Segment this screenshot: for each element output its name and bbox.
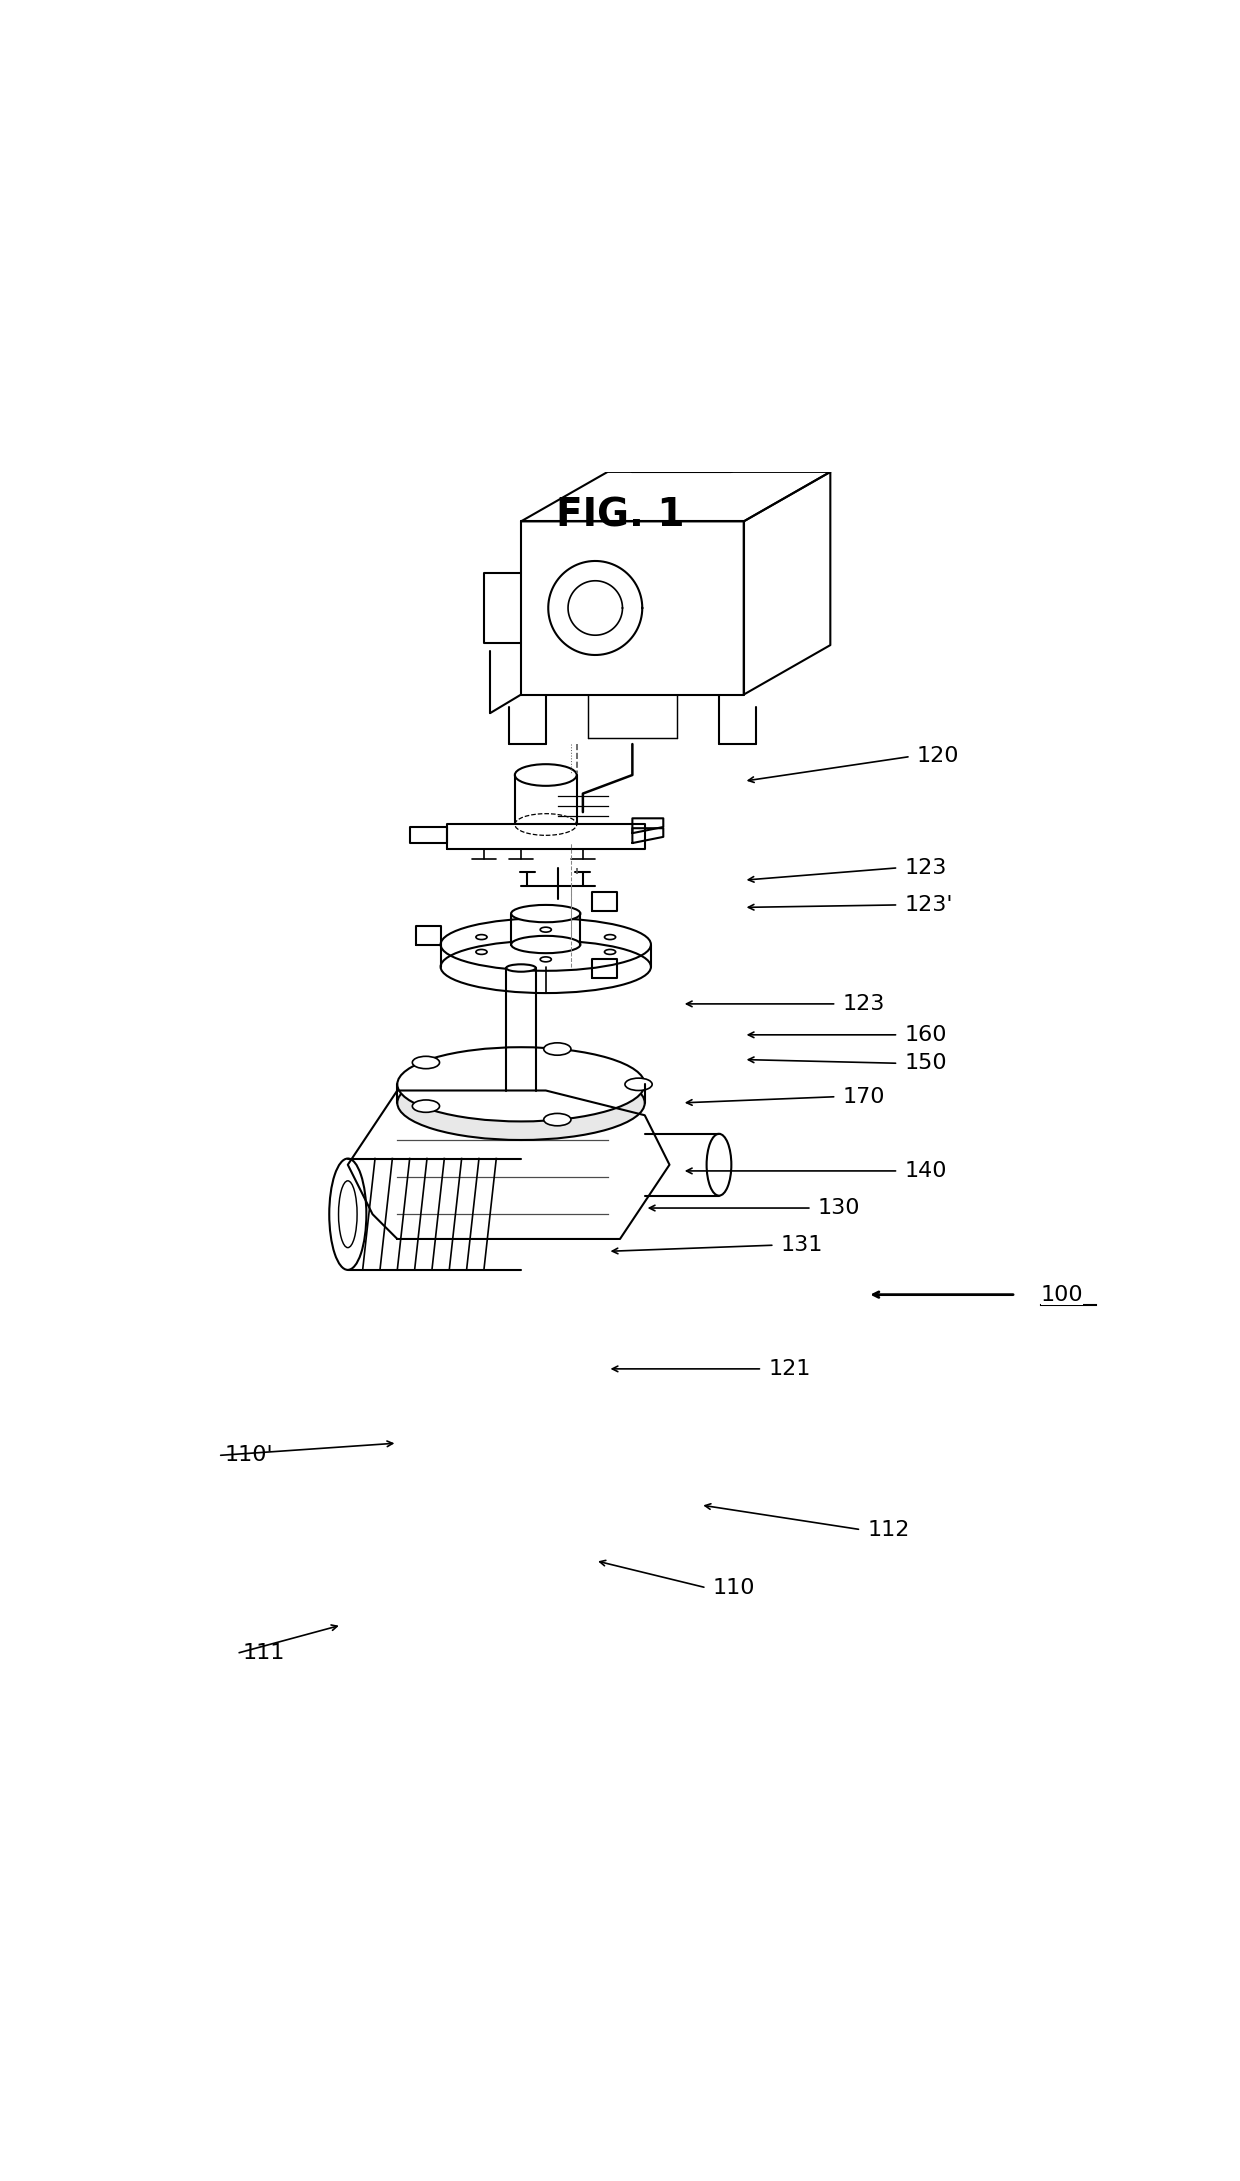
- Text: 123: 123: [904, 857, 947, 877]
- Ellipse shape: [339, 1180, 357, 1248]
- Ellipse shape: [625, 1077, 652, 1090]
- Text: FIG. 1: FIG. 1: [556, 497, 684, 534]
- Text: 140: 140: [904, 1160, 947, 1180]
- Text: 123': 123': [904, 894, 954, 914]
- Text: 123: 123: [843, 995, 885, 1014]
- Text: 100: 100: [1040, 1285, 1084, 1304]
- Text: 110': 110': [224, 1446, 273, 1466]
- Text: 160: 160: [904, 1025, 947, 1045]
- Ellipse shape: [604, 949, 615, 955]
- Ellipse shape: [413, 1056, 439, 1069]
- Ellipse shape: [543, 1114, 570, 1125]
- Text: 170: 170: [843, 1086, 885, 1106]
- Text: 131: 131: [781, 1234, 823, 1254]
- Text: 120: 120: [916, 746, 960, 766]
- Text: 150: 150: [904, 1053, 947, 1073]
- Text: 130: 130: [818, 1197, 861, 1217]
- Ellipse shape: [506, 964, 536, 973]
- Text: 112: 112: [868, 1520, 910, 1540]
- Ellipse shape: [413, 1099, 439, 1112]
- Ellipse shape: [397, 1047, 645, 1121]
- Text: 121: 121: [769, 1359, 811, 1378]
- Text: 110: 110: [713, 1577, 755, 1599]
- Ellipse shape: [476, 936, 487, 940]
- Ellipse shape: [541, 927, 552, 931]
- Ellipse shape: [543, 1043, 570, 1056]
- Ellipse shape: [604, 936, 615, 940]
- Text: 111: 111: [243, 1644, 285, 1664]
- Ellipse shape: [511, 905, 580, 923]
- Ellipse shape: [397, 1067, 645, 1141]
- Ellipse shape: [476, 949, 487, 955]
- Ellipse shape: [511, 936, 580, 953]
- Ellipse shape: [541, 957, 552, 962]
